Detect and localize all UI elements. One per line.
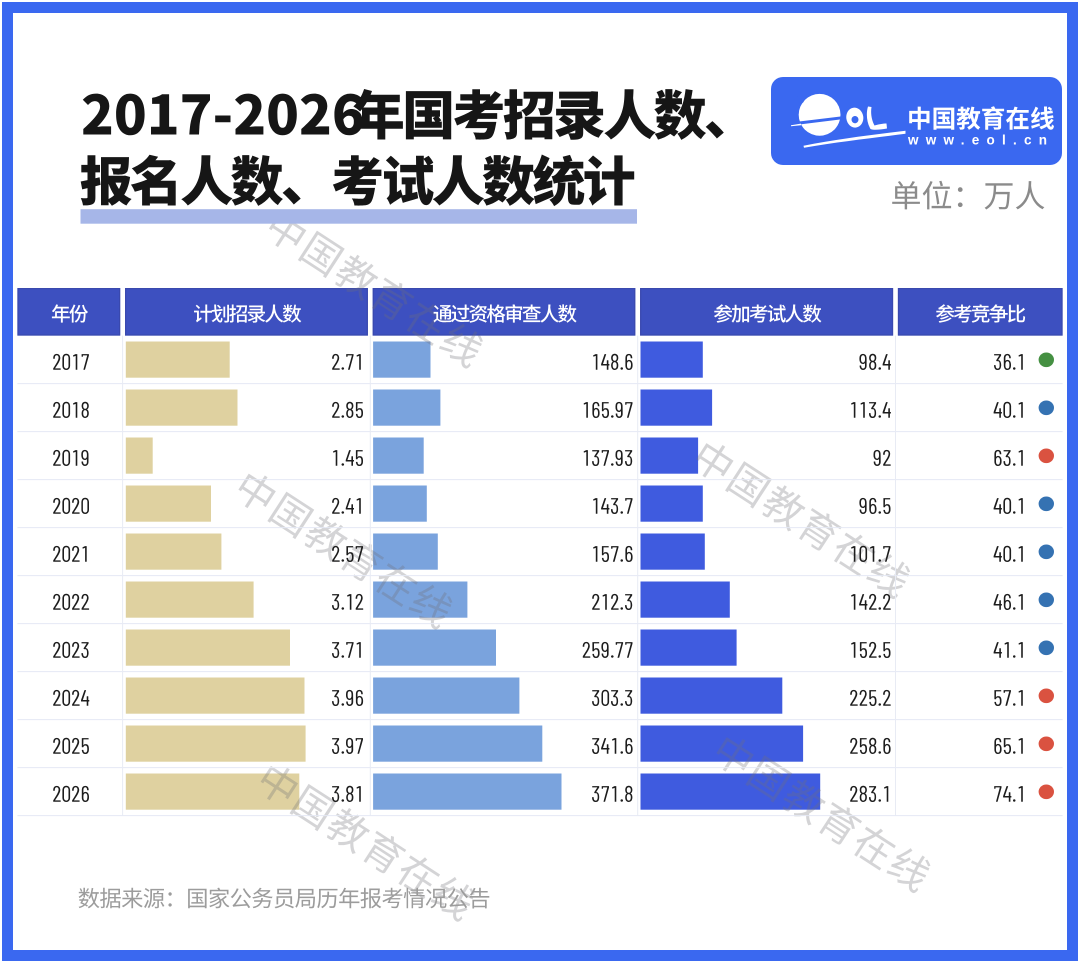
svg-text:www.eol.cn: www.eol.cn [907, 133, 1054, 148]
